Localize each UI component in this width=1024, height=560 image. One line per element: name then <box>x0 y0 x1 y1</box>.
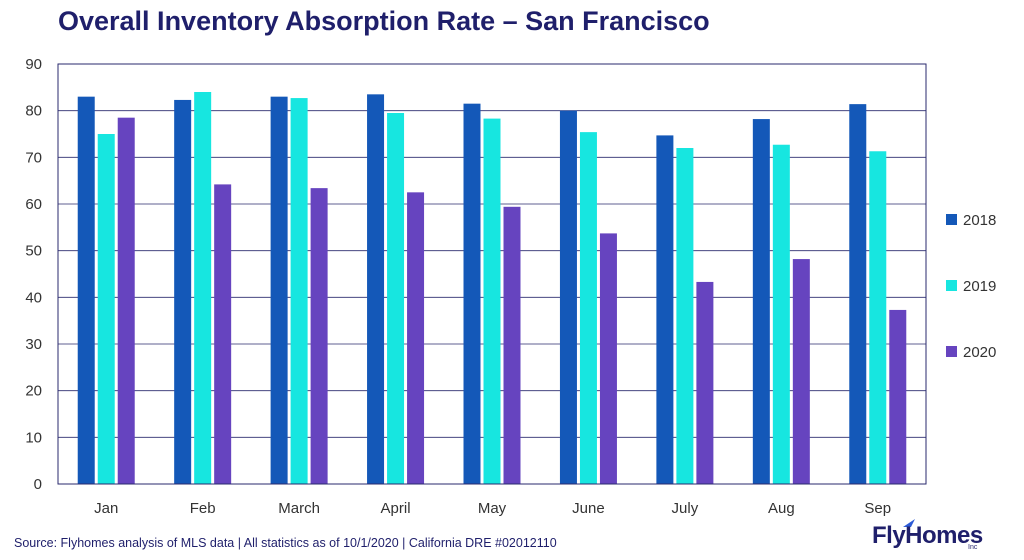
x-tick-label: April <box>381 500 411 517</box>
bar-2020-aug <box>792 259 810 484</box>
bar-2020-march <box>310 188 328 484</box>
logo-inc: Inc <box>968 544 978 551</box>
bar-2018-june <box>559 110 577 485</box>
legend: 2018 2019 2020 <box>946 212 996 361</box>
bar-2020-april <box>407 192 425 485</box>
bar-2018-july <box>656 135 674 484</box>
bar-2018-may <box>463 103 481 485</box>
y-tick-label: 0 <box>34 476 42 493</box>
x-tick-label: June <box>572 500 605 517</box>
y-tick-label: 80 <box>25 103 42 120</box>
bar-2019-july <box>676 148 694 484</box>
bar-2018-aug <box>752 119 770 485</box>
x-tick-label: July <box>672 500 699 517</box>
bar-2018-feb <box>174 99 192 484</box>
bar-2020-june <box>599 233 617 484</box>
x-tick-label: Sep <box>864 500 891 517</box>
bar-2020-feb <box>214 184 232 484</box>
y-tick-label: 70 <box>25 149 42 166</box>
legend-label-2019: 2019 <box>963 278 996 295</box>
bar-2019-sep <box>869 151 887 484</box>
bar-2019-may <box>483 118 501 484</box>
y-tick-label: 30 <box>25 336 42 353</box>
legend-swatch-2019 <box>946 280 957 291</box>
bar-2020-sep <box>889 309 907 484</box>
bar-2019-june <box>579 132 597 484</box>
plot-frame <box>57 63 927 485</box>
y-tick-label: 20 <box>25 383 42 400</box>
x-tick-label: Feb <box>190 500 216 517</box>
bar-2019-april <box>387 113 405 484</box>
source-note: Source: Flyhomes analysis of MLS data | … <box>14 536 557 550</box>
x-tick-label: May <box>478 500 507 517</box>
bar-2018-jan <box>77 96 95 485</box>
bar-2019-jan <box>97 134 115 484</box>
legend-label-2018: 2018 <box>963 212 996 229</box>
x-tick-label: March <box>278 500 320 517</box>
legend-swatch-2020 <box>946 346 957 357</box>
x-tick-label: Aug <box>768 500 795 517</box>
y-tick-label: 50 <box>25 243 42 260</box>
logo-text: FlyHomes <box>872 522 983 549</box>
x-tick-label: Jan <box>94 500 118 517</box>
bar-2019-feb <box>194 92 212 484</box>
logo-wing-icon <box>903 519 915 527</box>
bar-2020-may <box>503 206 521 485</box>
bar-2019-aug <box>772 144 790 484</box>
bar-2018-march <box>270 96 288 485</box>
y-axis-ticks: 0 10 20 30 40 50 60 70 80 90 <box>25 56 42 493</box>
chart-title: Overall Inventory Absorption Rate – San … <box>58 6 710 36</box>
y-tick-label: 90 <box>25 56 42 73</box>
x-axis-ticks: Jan Feb March April May June July Aug Sep <box>94 500 891 517</box>
bar-2018-sep <box>849 104 867 484</box>
y-tick-label: 60 <box>25 196 42 213</box>
y-tick-label: 10 <box>25 429 42 446</box>
bars <box>77 92 907 485</box>
bar-2018-april <box>367 94 385 484</box>
legend-swatch-2018 <box>946 214 957 225</box>
bar-2019-march <box>290 98 308 485</box>
bar-2020-jan <box>117 117 135 485</box>
legend-label-2020: 2020 <box>963 344 996 361</box>
bar-2020-july <box>696 281 714 484</box>
flyhomes-logo: FlyHomes Inc <box>872 518 992 556</box>
y-tick-label: 40 <box>25 289 42 306</box>
